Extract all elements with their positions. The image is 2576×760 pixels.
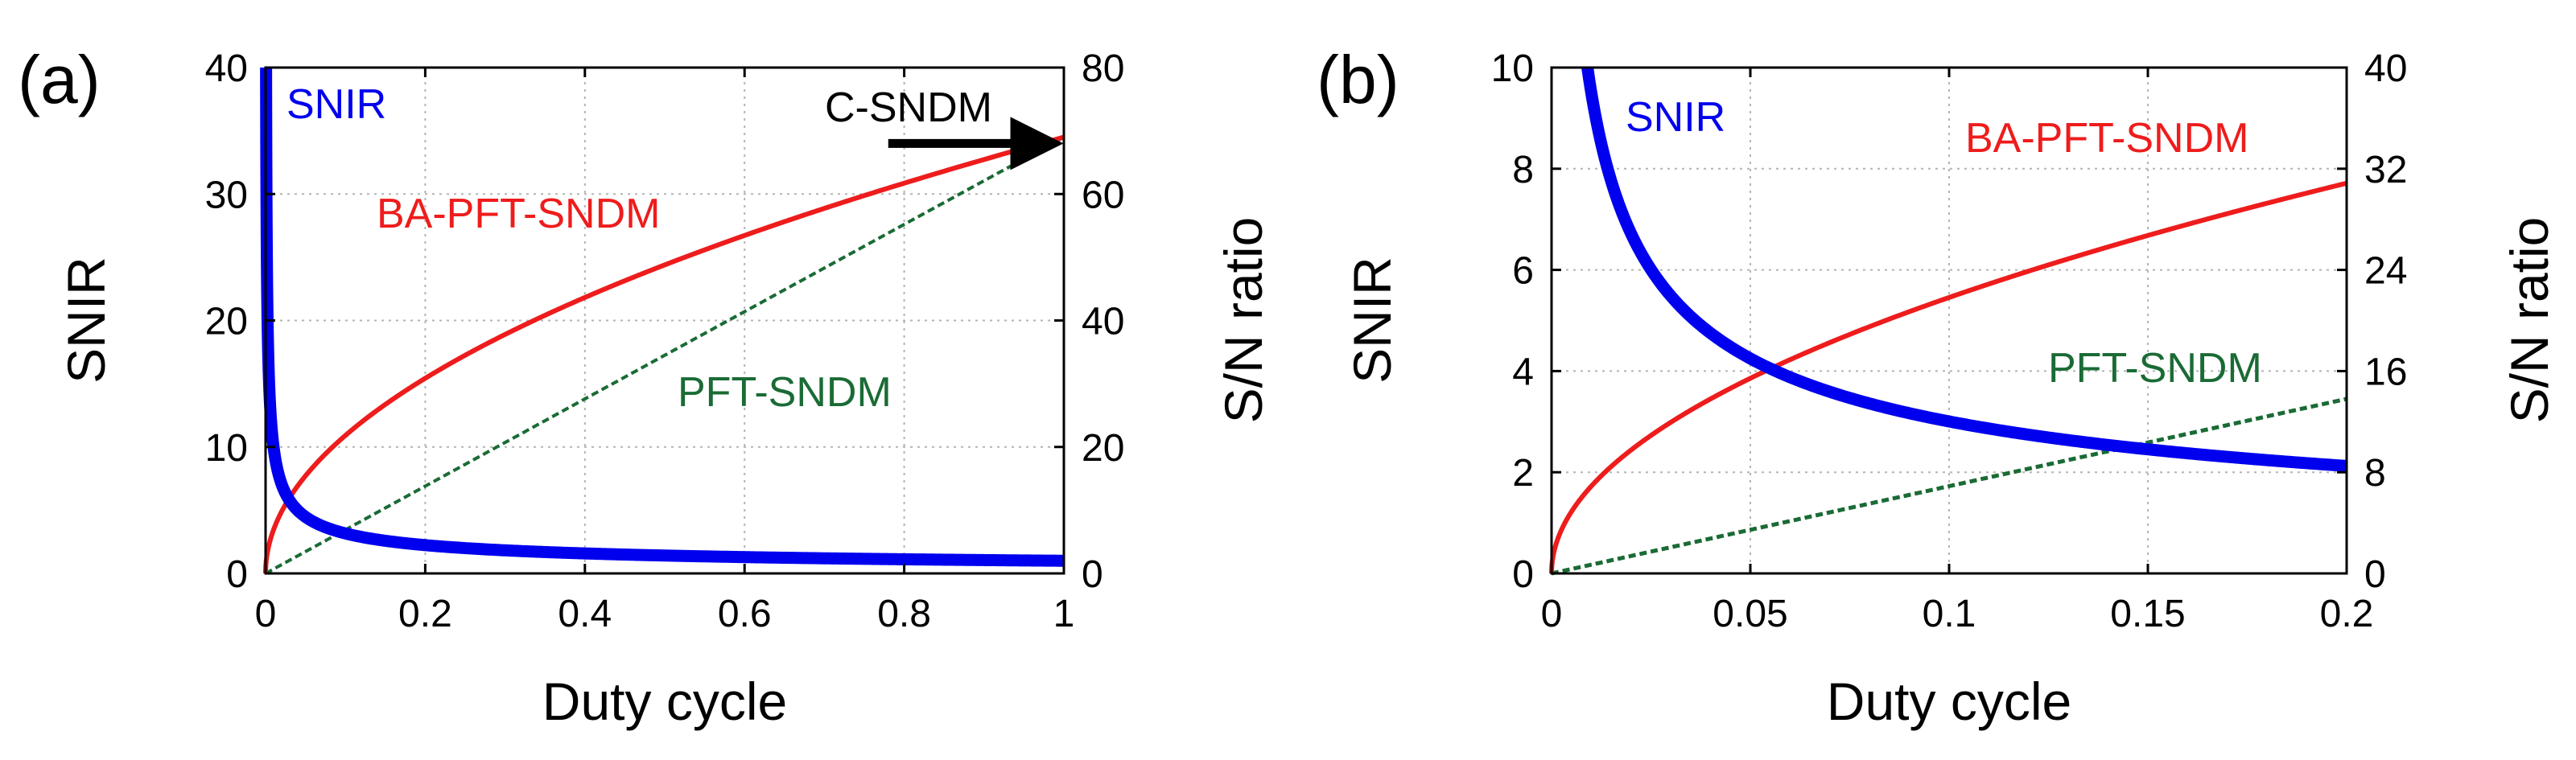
panel-a-c-sndm-annotation: C-SNDM <box>825 84 992 131</box>
panel-b-series <box>1549 65 2350 576</box>
y2-tick-label: 40 <box>1082 301 1124 343</box>
y-tick-label: 8 <box>1512 149 1534 191</box>
y-tick-label: 0 <box>226 553 248 596</box>
panel-a-pft-sndm-annotation: PFT-SNDM <box>678 369 892 416</box>
series-pft-sndm-line <box>1549 396 2347 576</box>
panel-a-y-axis-label: SNIR <box>56 257 116 384</box>
y2-tick-label: 24 <box>2364 250 2407 293</box>
x-tick-label: 0.2 <box>2320 593 2374 635</box>
series-snir-line <box>1581 65 2350 472</box>
x-tick-label: 0 <box>255 593 277 635</box>
panel-b-snir-annotation: SNIR <box>1626 94 1725 141</box>
y-tick-label: 0 <box>1512 553 1534 596</box>
series-ba-pft-sndm-line <box>1549 180 2347 574</box>
y-tick-label: 10 <box>205 427 248 470</box>
y2-tick-label: 32 <box>2364 149 2407 191</box>
y-tick-label: 2 <box>1512 452 1534 495</box>
series-snir-line <box>260 67 1067 567</box>
x-tick-label: 0.1 <box>1923 593 1976 635</box>
x-tick-label: 0 <box>1541 593 1563 635</box>
x-tick-label: 0.15 <box>2110 593 2185 635</box>
y2-tick-label: 20 <box>1082 427 1124 470</box>
x-tick-label: 0.6 <box>718 593 772 635</box>
series-ba-pft-sndm-line <box>263 134 1065 574</box>
x-tick-label: 0.4 <box>558 593 612 635</box>
y-tick-label: 6 <box>1512 250 1534 293</box>
y-tick-label: 30 <box>205 174 248 216</box>
x-tick-label: 0.8 <box>877 593 931 635</box>
x-tick-label: 0.05 <box>1713 593 1787 635</box>
panel-a-y2-axis-label: S/N ratio <box>1214 217 1273 424</box>
y2-tick-label: 40 <box>2364 47 2407 90</box>
panel-a-ba-pft-sndm-annotation: BA-PFT-SNDM <box>377 191 660 237</box>
panel-b-x-axis-label: Duty cycle <box>1827 672 2071 731</box>
panel-b-label: (b) <box>1317 42 1399 117</box>
panel-a-x-axis-label: Duty cycle <box>542 672 787 731</box>
x-tick-label: 0.2 <box>398 593 452 635</box>
series-pft-sndm-line <box>264 135 1065 575</box>
y2-tick-label: 16 <box>2364 351 2407 393</box>
y2-tick-label: 0 <box>1082 553 1103 596</box>
panel-a-snir-annotation: SNIR <box>286 81 386 128</box>
y-tick-label: 40 <box>205 47 248 90</box>
panel-a-label: (a) <box>18 42 101 117</box>
panel-a-series <box>260 67 1067 575</box>
y2-tick-label: 60 <box>1082 174 1124 216</box>
panel-a-grid <box>266 68 1064 573</box>
x-tick-label: 1 <box>1053 593 1075 635</box>
panel-b-pft-sndm-annotation: PFT-SNDM <box>2048 345 2262 392</box>
panel-b-y2-axis-label: S/N ratio <box>2500 217 2559 424</box>
panel-b-y-axis-label: SNIR <box>1342 257 1402 384</box>
y-tick-label: 20 <box>205 301 248 343</box>
y2-tick-label: 80 <box>1082 47 1124 90</box>
y2-tick-label: 8 <box>2364 452 2386 495</box>
panel-b-ba-pft-sndm-annotation: BA-PFT-SNDM <box>1965 115 2248 162</box>
y-tick-label: 10 <box>1491 47 1534 90</box>
y-tick-label: 4 <box>1512 351 1534 393</box>
y2-tick-label: 0 <box>2364 553 2386 596</box>
panel-b-grid <box>1552 68 2347 573</box>
